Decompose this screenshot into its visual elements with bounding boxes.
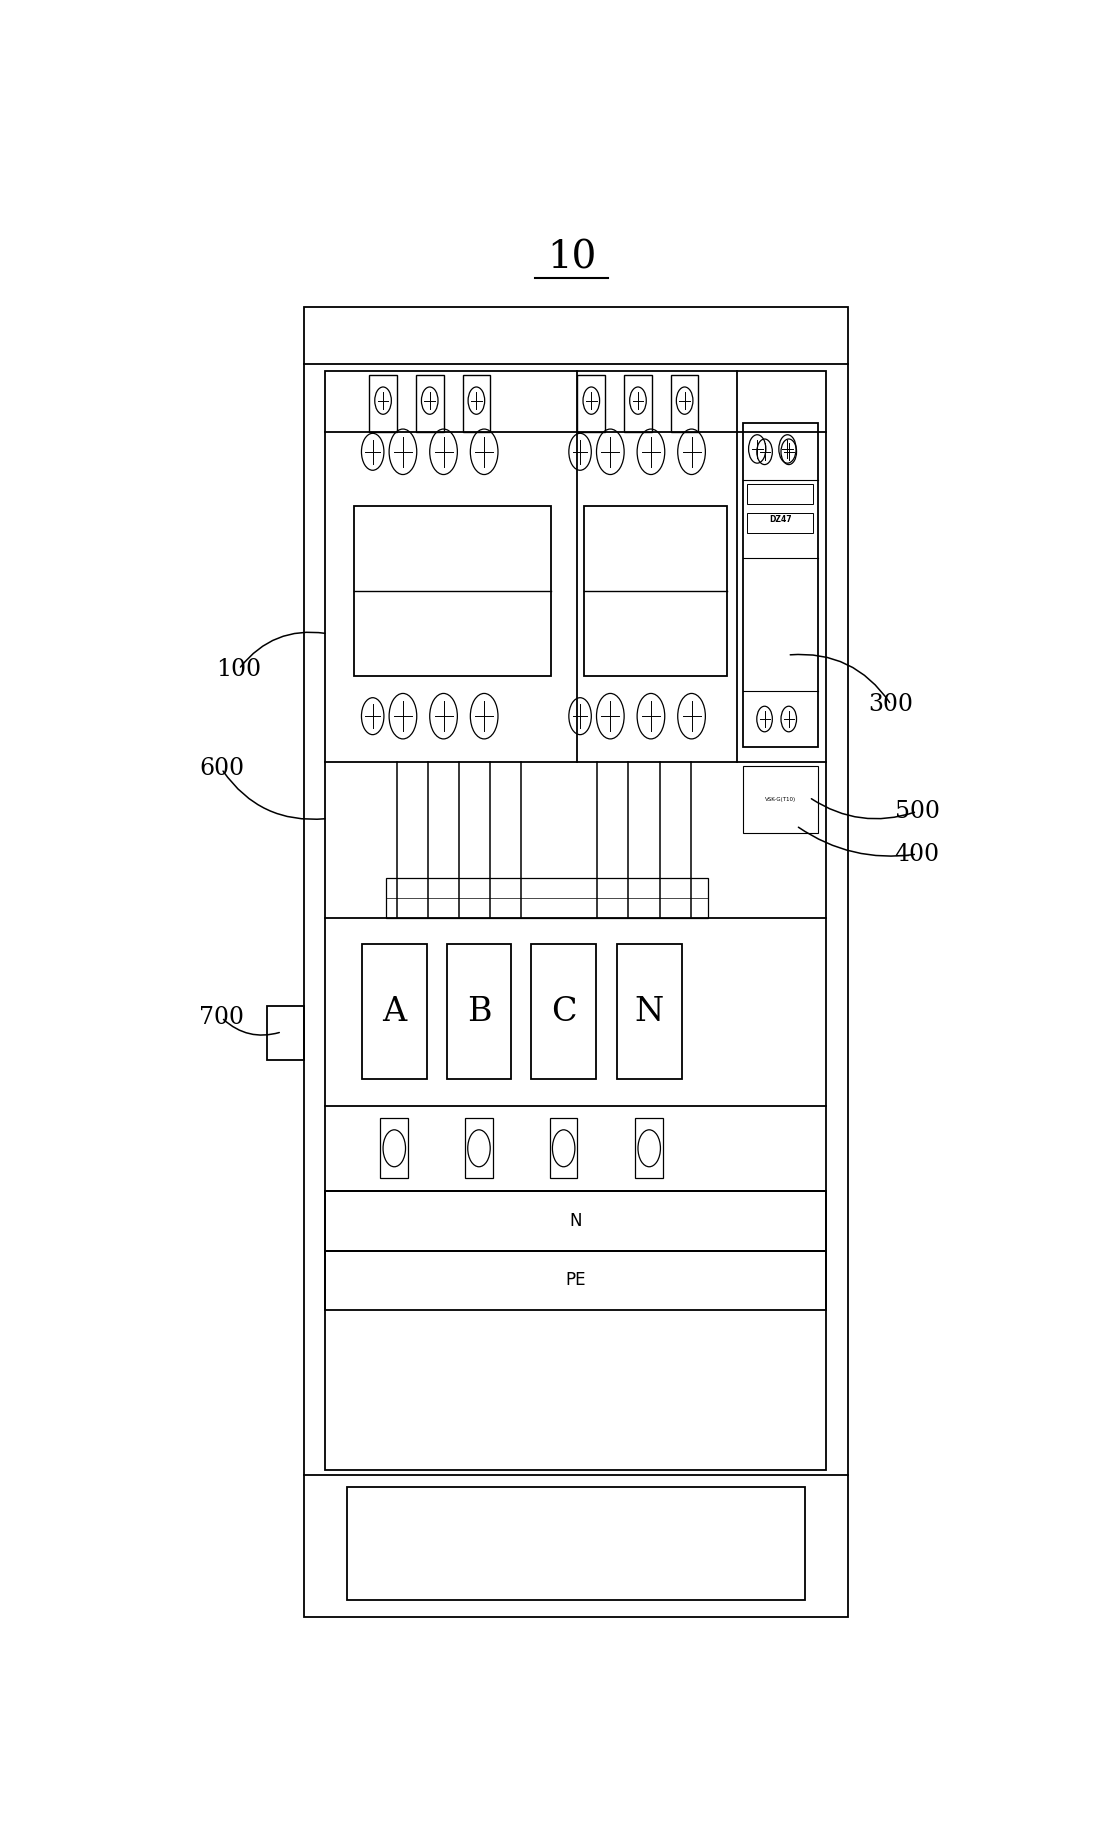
Text: PE: PE	[565, 1272, 586, 1290]
Text: VSK-G(T10): VSK-G(T10)	[765, 797, 796, 801]
Bar	[326, 1250, 826, 1311]
Bar	[386, 879, 708, 917]
Bar	[380, 1119, 408, 1178]
Bar	[636, 1119, 663, 1178]
Text: N: N	[570, 1211, 582, 1229]
Bar	[617, 945, 681, 1080]
Text: N: N	[634, 995, 663, 1028]
Bar	[531, 945, 597, 1080]
Bar	[584, 506, 727, 676]
Bar	[747, 484, 814, 504]
Bar	[326, 1191, 826, 1250]
Bar	[671, 375, 698, 432]
Bar	[624, 375, 652, 432]
Bar	[416, 375, 444, 432]
Bar	[447, 945, 512, 1080]
Bar	[743, 423, 817, 748]
Bar	[550, 1119, 578, 1178]
Text: C: C	[551, 995, 576, 1028]
Text: A: A	[382, 995, 406, 1028]
Bar	[362, 945, 427, 1080]
Bar	[326, 371, 826, 1469]
Text: 500: 500	[894, 799, 940, 823]
Bar	[463, 375, 491, 432]
Text: 600: 600	[198, 757, 244, 781]
Bar	[465, 1119, 493, 1178]
Text: 300: 300	[869, 694, 913, 716]
Bar	[747, 513, 814, 533]
Bar	[347, 1486, 805, 1600]
Bar	[578, 375, 605, 432]
Text: 100: 100	[216, 657, 261, 681]
Text: DZ47: DZ47	[769, 515, 792, 524]
Bar	[353, 506, 551, 676]
Text: 10: 10	[546, 240, 597, 277]
Bar	[303, 306, 847, 1617]
Text: B: B	[467, 995, 492, 1028]
Bar	[743, 766, 817, 833]
Text: 700: 700	[198, 1006, 244, 1028]
Bar	[268, 1006, 303, 1060]
Bar	[369, 375, 397, 432]
Text: 400: 400	[894, 842, 940, 866]
